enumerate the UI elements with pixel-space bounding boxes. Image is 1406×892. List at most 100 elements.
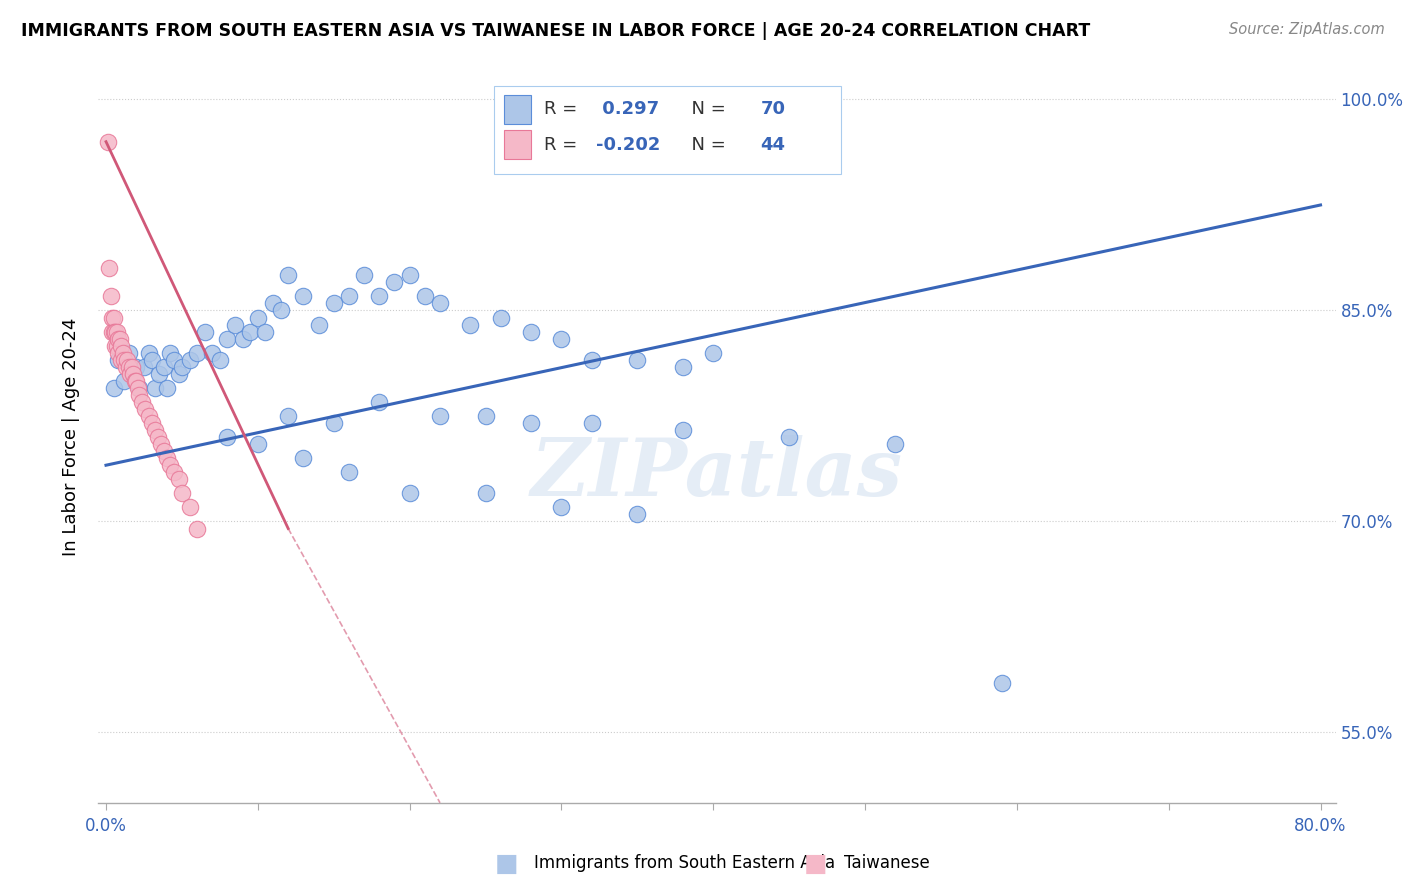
Point <box>626 508 648 522</box>
Point <box>122 367 145 381</box>
Text: R =: R = <box>544 101 583 119</box>
Point <box>108 332 131 346</box>
Point <box>170 486 193 500</box>
Text: 0.0%: 0.0% <box>86 817 127 835</box>
Point <box>143 423 166 437</box>
Point <box>429 296 451 310</box>
Point <box>131 395 153 409</box>
Text: Taiwanese: Taiwanese <box>844 855 929 872</box>
Point <box>217 430 239 444</box>
Text: ■: ■ <box>495 852 517 875</box>
Point <box>143 381 166 395</box>
Point <box>239 325 262 339</box>
Point <box>398 268 420 283</box>
Text: IMMIGRANTS FROM SOUTH EASTERN ASIA VS TAIWANESE IN LABOR FORCE | AGE 20-24 CORRE: IMMIGRANTS FROM SOUTH EASTERN ASIA VS TA… <box>21 22 1090 40</box>
Point <box>474 486 496 500</box>
Point <box>100 289 122 303</box>
Point <box>672 423 695 437</box>
Point <box>384 276 406 290</box>
Point <box>114 359 136 374</box>
Point <box>101 325 124 339</box>
Point <box>170 359 193 374</box>
Point <box>138 409 160 423</box>
Point <box>626 352 648 367</box>
Text: Immigrants from South Eastern Asia: Immigrants from South Eastern Asia <box>534 855 835 872</box>
Point <box>186 345 208 359</box>
Point <box>224 318 246 332</box>
Point <box>702 345 724 359</box>
Text: R =: R = <box>544 136 583 153</box>
Point <box>489 310 512 325</box>
Point <box>110 352 132 367</box>
Point <box>337 465 360 479</box>
Point <box>124 374 146 388</box>
Point <box>398 486 420 500</box>
Point <box>103 381 125 395</box>
Point <box>460 318 482 332</box>
Point <box>120 367 142 381</box>
Point <box>778 430 800 444</box>
Text: 0.297: 0.297 <box>596 101 659 119</box>
Point <box>163 465 186 479</box>
Point <box>194 325 217 339</box>
Point <box>121 359 143 374</box>
Point <box>103 310 125 325</box>
Point <box>550 332 572 346</box>
Point <box>149 437 172 451</box>
Point <box>179 352 201 367</box>
Point <box>217 332 239 346</box>
Point <box>368 395 391 409</box>
Point <box>337 289 360 303</box>
Point <box>179 500 201 515</box>
Point <box>353 268 375 283</box>
Point <box>134 401 156 416</box>
Point <box>112 352 135 367</box>
Point <box>112 374 135 388</box>
Point <box>277 409 299 423</box>
Point <box>107 352 129 367</box>
Bar <box>505 95 531 124</box>
Point <box>322 416 344 430</box>
Point <box>118 359 141 374</box>
Point <box>148 367 170 381</box>
Point <box>98 261 121 276</box>
Point <box>520 416 543 430</box>
Point <box>117 352 139 367</box>
Point <box>167 472 190 486</box>
Point <box>138 345 160 359</box>
Point <box>368 289 391 303</box>
Point <box>163 352 186 367</box>
Point <box>127 381 149 395</box>
Text: 70: 70 <box>761 101 786 119</box>
Text: 80.0%: 80.0% <box>1295 817 1347 835</box>
Point <box>254 325 277 339</box>
Point <box>152 359 174 374</box>
Point <box>104 325 127 339</box>
Point <box>308 318 330 332</box>
Point <box>413 289 436 303</box>
Text: 44: 44 <box>761 136 786 153</box>
Point <box>101 310 124 325</box>
Point <box>246 437 269 451</box>
Point <box>201 345 224 359</box>
Point <box>232 332 254 346</box>
Point <box>292 451 315 466</box>
Point <box>96 135 118 149</box>
Point <box>128 388 150 402</box>
Point <box>186 522 208 536</box>
Point <box>104 339 127 353</box>
Point <box>429 409 451 423</box>
Text: ■: ■ <box>804 852 827 875</box>
Point <box>581 416 603 430</box>
Point <box>107 332 129 346</box>
Point <box>141 352 163 367</box>
Point <box>159 345 181 359</box>
Point <box>581 352 603 367</box>
Point <box>156 451 179 466</box>
Point <box>277 268 299 283</box>
Text: ZIPatlas: ZIPatlas <box>531 435 903 512</box>
Point <box>208 352 231 367</box>
Text: N =: N = <box>681 101 731 119</box>
Text: N =: N = <box>681 136 731 153</box>
Point <box>672 359 695 374</box>
